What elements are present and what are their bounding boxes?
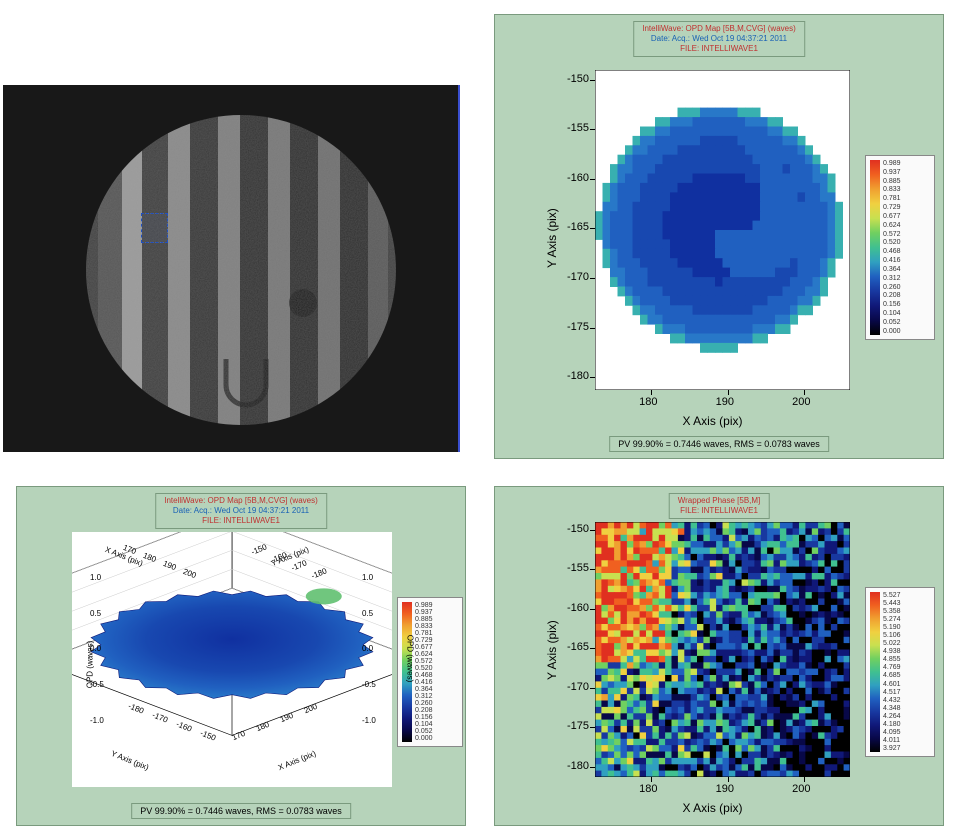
opd2d-heatmap: [595, 70, 850, 390]
colorbar-labels: 0.9890.9370.8850.8330.7810.7290.6770.624…: [415, 602, 433, 742]
y-tick: -150: [567, 73, 589, 85]
axis3d-label: OPD (waves): [405, 635, 414, 683]
y-tick: -160: [567, 172, 589, 184]
phase-x-label: X Axis (pix): [683, 801, 743, 815]
header-date: Date: Acq.: Wed Oct 19 04:37:21 2011: [642, 34, 796, 44]
axis3d-label: -1.0: [362, 716, 376, 725]
header-file: FILE: INTELLIWAVE1: [678, 506, 761, 516]
y-tick: -150: [567, 523, 589, 535]
opd3d-header: IntelliWave: OPD Map [5B,M,CVG] (waves) …: [155, 493, 327, 529]
axis3d-label: 1.0: [362, 573, 373, 582]
axis3d-label: -0.5: [90, 680, 104, 689]
interferogram-view[interactable]: [3, 85, 460, 452]
header-title: IntelliWave: OPD Map [5B,M,CVG] (waves): [164, 496, 318, 506]
y-tick: -170: [567, 681, 589, 693]
phase-colorbar: 5.5275.4435.3585.2745.1905.1065.0224.938…: [865, 587, 935, 757]
phase-header: Wrapped Phase [5B,M] FILE: INTELLIWAVE1: [669, 493, 770, 519]
header-date: Date: Acq.: Wed Oct 19 04:37:21 2011: [164, 506, 318, 516]
opd-map-2d-panel: IntelliWave: OPD Map [5B,M,CVG] (waves) …: [494, 14, 944, 459]
axis3d-label: 0.0: [90, 644, 101, 653]
y-tick: -175: [567, 720, 589, 732]
opd2d-stats-footer: PV 99.90% = 0.7446 waves, RMS = 0.0783 w…: [609, 436, 829, 452]
y-tick: -155: [567, 562, 589, 574]
header-file: FILE: INTELLIWAVE1: [642, 44, 796, 54]
opd2d-colorbar: 0.9890.9370.8850.8330.7810.7290.6770.624…: [865, 155, 935, 340]
opd-map-3d-panel: IntelliWave: OPD Map [5B,M,CVG] (waves) …: [16, 486, 466, 826]
colorbar-gradient: [870, 160, 880, 335]
opd2d-x-label: X Axis (pix): [683, 414, 743, 428]
right-edge-marker: [458, 85, 460, 452]
colorbar-labels: 0.9890.9370.8850.8330.7810.7290.6770.624…: [883, 160, 901, 335]
phase-y-label: Y Axis (pix): [545, 620, 559, 680]
phase-plot-area[interactable]: [595, 522, 850, 777]
axis3d-label: -1.0: [90, 716, 104, 725]
axis3d-label: 0.0: [362, 644, 373, 653]
y-tick: -165: [567, 221, 589, 233]
colorbar-labels: 5.5275.4435.3585.2745.1905.1065.0224.938…: [883, 592, 901, 752]
axis3d-label: 0.5: [90, 609, 101, 618]
selection-rectangle[interactable]: [141, 213, 168, 243]
opd2d-y-label: Y Axis (pix): [545, 209, 559, 269]
interferogram-image: [3, 85, 460, 452]
x-tick: 180: [639, 396, 657, 408]
wrapped-phase-panel: Wrapped Phase [5B,M] FILE: INTELLIWAVE1 …: [494, 486, 944, 826]
opd3d-plot-area[interactable]: [72, 532, 392, 787]
x-tick: 190: [716, 783, 734, 795]
y-tick: -180: [567, 760, 589, 772]
x-tick: 200: [792, 783, 810, 795]
opd3d-stats-footer: PV 99.90% = 0.7446 waves, RMS = 0.0783 w…: [131, 803, 351, 819]
x-tick: 180: [639, 783, 657, 795]
opd2d-header: IntelliWave: OPD Map [5B,M,CVG] (waves) …: [633, 21, 805, 57]
x-tick: 190: [716, 396, 734, 408]
x-tick: 200: [792, 396, 810, 408]
y-tick: -170: [567, 271, 589, 283]
y-tick: -165: [567, 641, 589, 653]
axis3d-label: 1.0: [90, 573, 101, 582]
colorbar-gradient: [870, 592, 880, 752]
opd2d-plot-area[interactable]: [595, 70, 850, 390]
axis3d-label: 0.5: [362, 609, 373, 618]
y-tick: -180: [567, 370, 589, 382]
header-file: FILE: INTELLIWAVE1: [164, 516, 318, 526]
phase-heatmap: [595, 522, 850, 777]
y-tick: -155: [567, 122, 589, 134]
header-title: IntelliWave: OPD Map [5B,M,CVG] (waves): [642, 24, 796, 34]
axis3d-label: -0.5: [362, 680, 376, 689]
header-title: Wrapped Phase [5B,M]: [678, 496, 761, 506]
opd3d-surface: [72, 532, 392, 787]
y-tick: -160: [567, 602, 589, 614]
y-tick: -175: [567, 321, 589, 333]
